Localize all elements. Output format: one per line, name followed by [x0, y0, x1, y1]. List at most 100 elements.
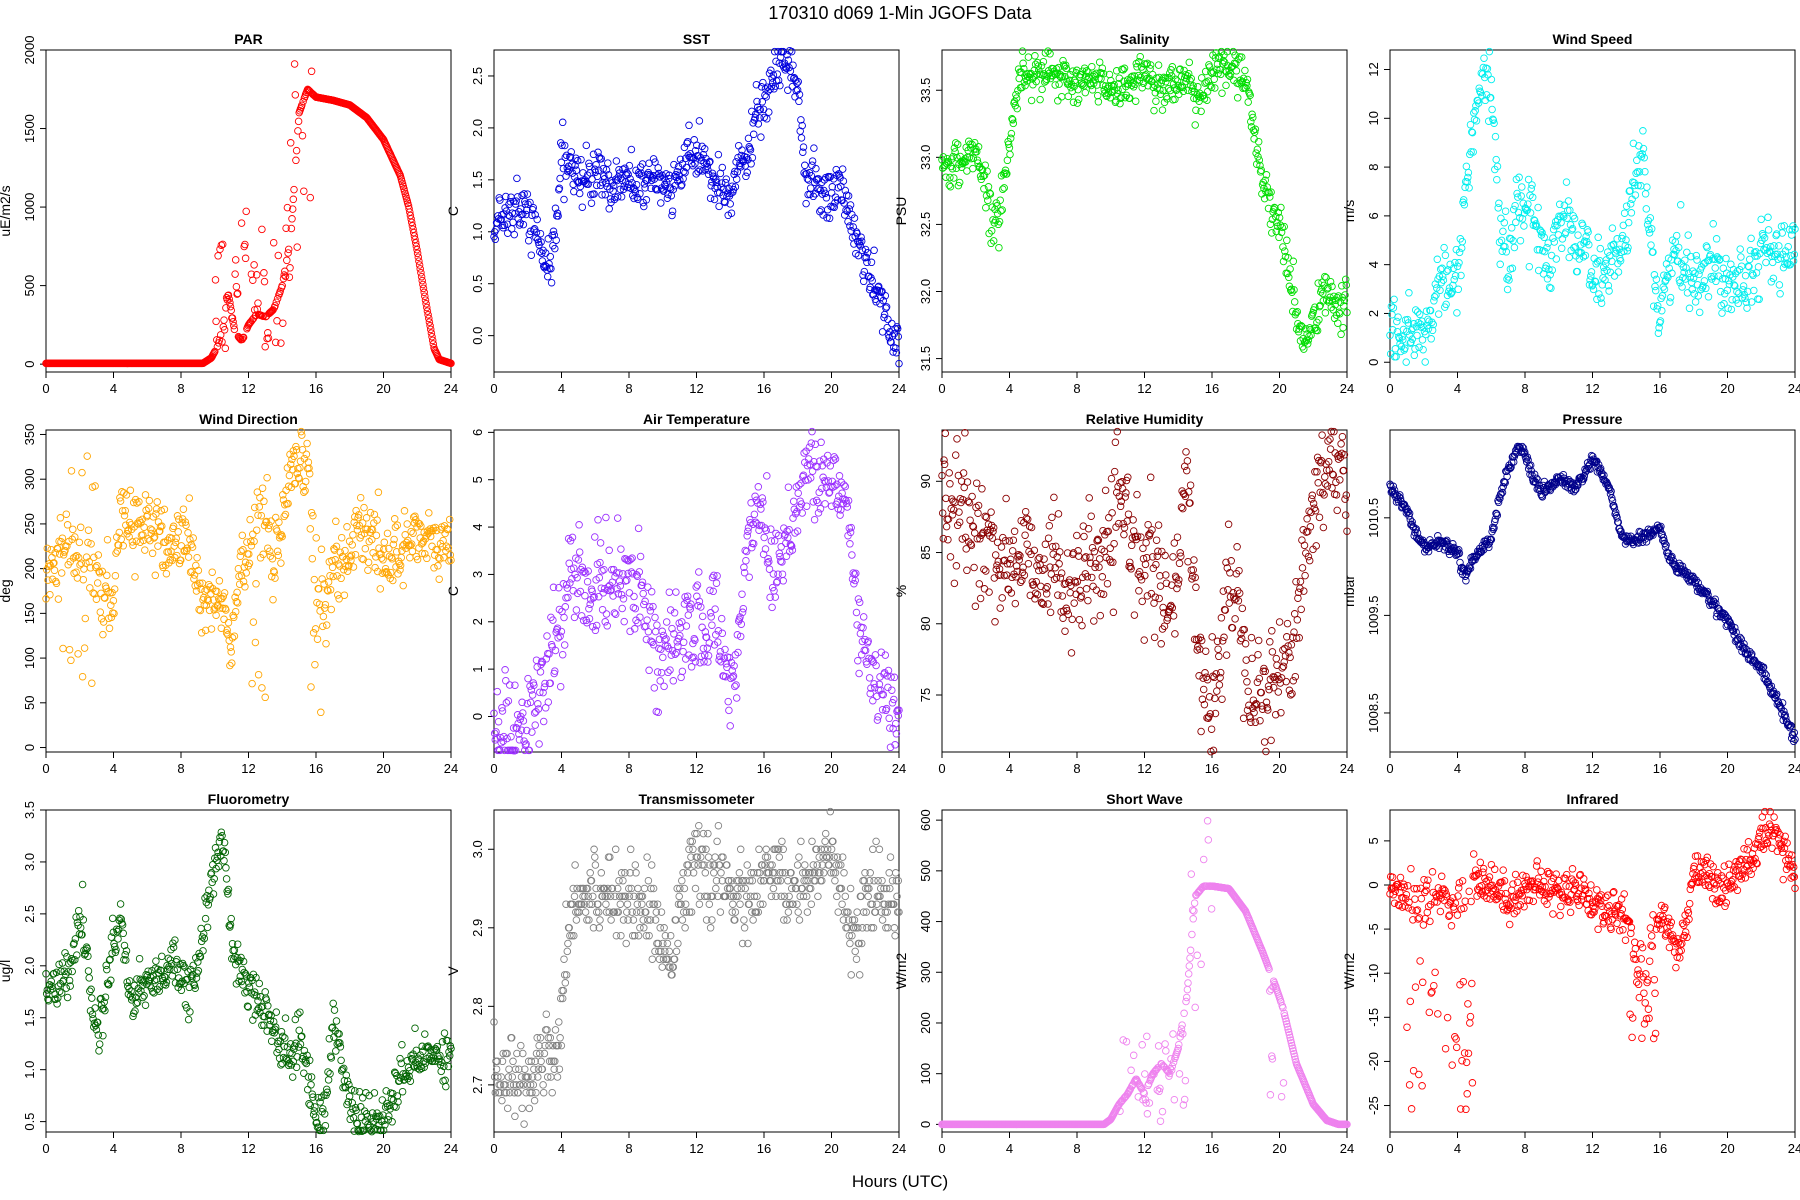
- data-point: [376, 585, 385, 593]
- plot-frame: [493, 429, 900, 753]
- data-point: [323, 586, 332, 594]
- data-point: [272, 298, 281, 306]
- data-point: [289, 195, 298, 204]
- data-point: [717, 614, 726, 623]
- data-point: [1207, 83, 1216, 92]
- data-point: [337, 533, 346, 542]
- data-point: [84, 526, 93, 534]
- data-point: [556, 682, 565, 691]
- data-point: [825, 173, 833, 182]
- y-tick-label: 8: [1366, 163, 1381, 170]
- data-point: [237, 547, 245, 556]
- data-point: [1277, 203, 1285, 212]
- data-point: [140, 523, 148, 531]
- data-point: [819, 211, 827, 219]
- data-point: [434, 562, 442, 570]
- data-point: [1338, 432, 1347, 441]
- data-point: [1625, 187, 1634, 195]
- data-point: [71, 552, 80, 561]
- data-point: [415, 257, 423, 265]
- y-tick-label: 6: [470, 429, 485, 436]
- data-point: [867, 258, 876, 267]
- data-point: [993, 538, 1002, 547]
- data-point: [281, 267, 289, 276]
- data-point: [984, 196, 992, 205]
- data-point: [550, 231, 558, 239]
- data-point: [1467, 148, 1475, 156]
- data-point: [119, 542, 127, 550]
- data-point: [1691, 298, 1700, 306]
- data-point: [1019, 59, 1027, 68]
- data-point: [1322, 273, 1330, 282]
- data-point: [1457, 271, 1465, 280]
- data-point: [1154, 521, 1163, 529]
- data-point: [1745, 255, 1754, 264]
- data-point: [575, 189, 584, 198]
- data-point: [1182, 466, 1191, 475]
- data-point: [1035, 66, 1043, 74]
- data-point: [1727, 305, 1736, 314]
- data-point: [681, 168, 689, 177]
- data-point: [628, 179, 636, 187]
- data-point: [758, 98, 767, 106]
- data-point: [1480, 54, 1488, 62]
- data-point: [128, 538, 137, 546]
- data-point: [1107, 474, 1116, 483]
- data-point: [715, 202, 723, 211]
- data-point: [1021, 531, 1029, 539]
- data-point: [263, 473, 271, 482]
- data-point: [1041, 49, 1050, 57]
- data-point: [547, 278, 556, 287]
- data-point: [1469, 148, 1477, 156]
- data-point: [1062, 64, 1071, 73]
- data-point: [358, 519, 367, 527]
- data-point: [535, 740, 543, 748]
- data-point: [1683, 248, 1691, 257]
- data-point: [746, 146, 755, 154]
- data-point: [260, 269, 268, 277]
- data-point: [103, 535, 112, 544]
- data-point: [1018, 47, 1027, 55]
- data-point: [1628, 195, 1636, 203]
- data-point: [663, 194, 672, 202]
- data-point: [789, 497, 798, 506]
- data-point: [693, 141, 701, 150]
- data-point: [657, 199, 665, 207]
- data-point: [1775, 281, 1784, 289]
- x-tick-label: 24: [892, 761, 906, 776]
- data-point: [1631, 191, 1640, 199]
- data-point: [533, 215, 541, 224]
- data-point: [1434, 310, 1443, 318]
- data-point: [277, 339, 285, 347]
- data-point: [1068, 615, 1076, 624]
- data-point: [980, 185, 988, 193]
- data-point: [422, 300, 430, 308]
- data-point: [227, 306, 235, 315]
- data-point: [1074, 85, 1082, 94]
- y-tick-label: 0.0: [470, 327, 485, 345]
- data-point: [522, 210, 530, 219]
- data-point: [1313, 318, 1321, 327]
- y-tick-label: 350: [22, 424, 37, 446]
- data-point: [148, 526, 156, 534]
- data-point: [1509, 205, 1518, 214]
- data-point: [1266, 193, 1274, 201]
- data-point: [1527, 184, 1536, 193]
- data-point: [267, 517, 275, 525]
- data-point: [1455, 259, 1463, 267]
- data-point: [1048, 513, 1056, 522]
- data-point: [1130, 611, 1139, 619]
- data-point: [1609, 241, 1617, 249]
- data-point: [693, 581, 702, 589]
- data-point: [695, 117, 704, 125]
- data-point: [704, 170, 713, 179]
- data-point: [1449, 281, 1457, 290]
- data-point: [870, 246, 878, 255]
- data-point: [1113, 427, 1122, 436]
- data-point: [286, 460, 295, 469]
- data-point: [738, 590, 746, 598]
- data-point: [1750, 286, 1758, 295]
- data-point: [421, 292, 429, 300]
- data-point: [1146, 473, 1155, 482]
- data-point: [841, 482, 850, 491]
